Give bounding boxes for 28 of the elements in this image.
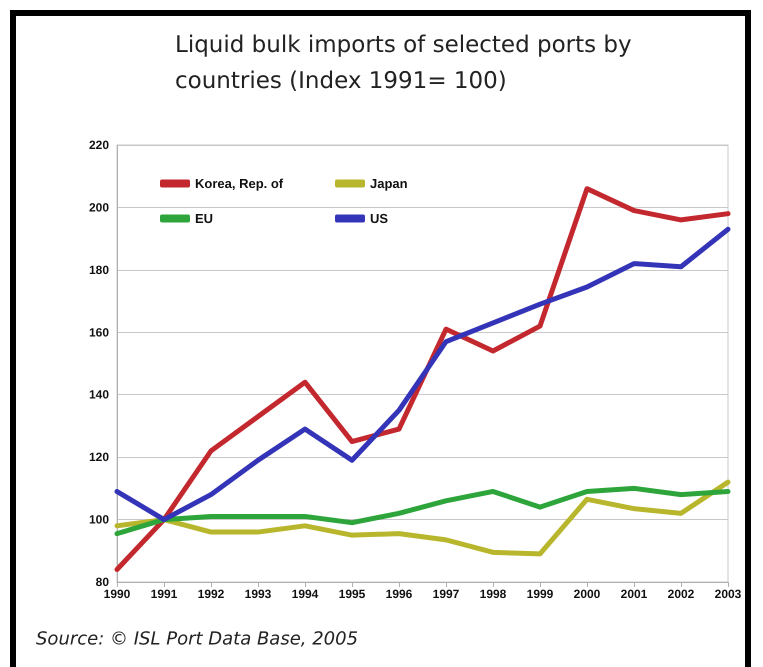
- x-tick-label: 1992: [198, 587, 225, 601]
- x-tick-label: 1994: [292, 587, 319, 601]
- x-tick-label: 2003: [714, 587, 742, 601]
- y-tick-label: 100: [88, 512, 110, 527]
- y-tick-label: 220: [88, 138, 110, 152]
- legend-label: Japan: [370, 176, 408, 191]
- x-tick-label: 2000: [574, 587, 601, 601]
- x-tick-label: 1997: [432, 587, 460, 601]
- x-tick-label: 1991: [150, 587, 178, 601]
- x-tick-label: 1993: [244, 587, 272, 601]
- legend-label: Korea, Rep. of: [195, 176, 284, 191]
- chart-title: Liquid bulk imports of selected ports by countries (Index 1991= 100): [175, 32, 639, 94]
- x-tick-label: 1995: [338, 587, 366, 601]
- y-tick-label: 180: [88, 262, 110, 277]
- y-tick-label: 200: [88, 200, 110, 214]
- y-tick-label: 140: [88, 388, 110, 402]
- x-tick-label: 1998: [480, 587, 507, 601]
- source-note: Source: © ISL Port Data Base, 2005: [36, 628, 358, 650]
- x-tick-label: 1990: [104, 587, 131, 601]
- x-tick-label: 1996: [386, 587, 413, 601]
- y-tick-label: 160: [88, 325, 110, 340]
- y-tick-label: 120: [88, 450, 110, 464]
- x-tick-label: 1999: [526, 587, 554, 601]
- legend-label: EU: [195, 211, 214, 226]
- x-tick-label: 2001: [620, 587, 648, 601]
- y-tick-label: 80: [96, 575, 110, 589]
- legend-label: US: [370, 211, 388, 226]
- x-tick-label: 2002: [668, 587, 695, 601]
